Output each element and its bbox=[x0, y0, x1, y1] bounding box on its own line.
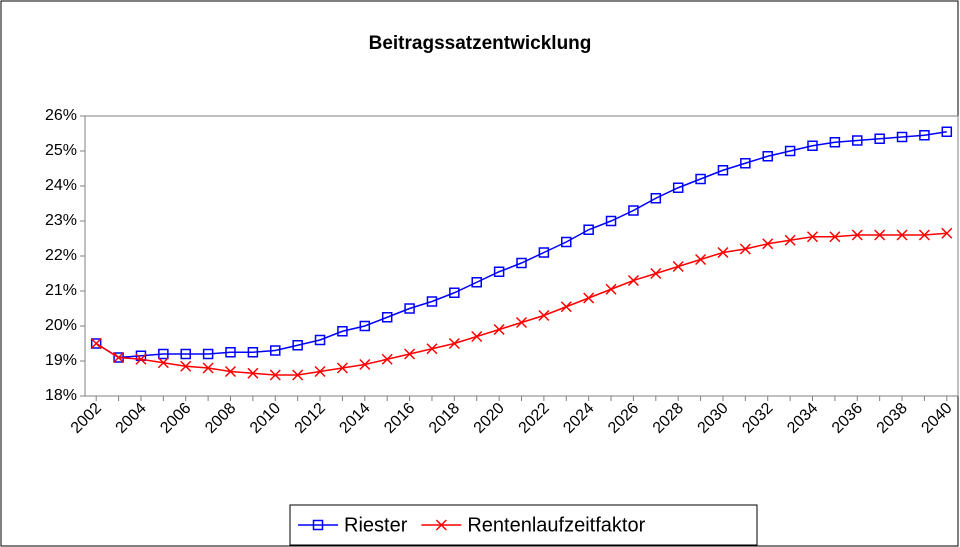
marker bbox=[605, 283, 617, 295]
marker bbox=[448, 337, 460, 350]
y-tick-label: 24% bbox=[45, 177, 77, 194]
marker bbox=[449, 287, 460, 298]
marker bbox=[90, 338, 102, 349]
marker bbox=[627, 274, 639, 287]
marker bbox=[247, 347, 259, 358]
marker bbox=[269, 369, 281, 381]
marker bbox=[404, 348, 416, 360]
y-tick-label: 21% bbox=[45, 282, 77, 299]
marker bbox=[896, 131, 908, 143]
marker bbox=[426, 343, 438, 355]
marker bbox=[157, 357, 169, 369]
marker bbox=[717, 165, 729, 176]
marker bbox=[829, 137, 841, 148]
legend-label: Rentenlaufzeitfaktor bbox=[467, 514, 645, 536]
marker bbox=[135, 353, 147, 365]
marker bbox=[224, 365, 237, 378]
marker bbox=[672, 260, 684, 273]
marker bbox=[874, 229, 886, 241]
marker bbox=[583, 292, 595, 304]
legend-label: Riester bbox=[344, 514, 408, 536]
marker bbox=[560, 301, 572, 313]
marker bbox=[225, 347, 236, 358]
marker bbox=[762, 238, 774, 250]
marker bbox=[695, 173, 706, 185]
marker bbox=[852, 135, 863, 146]
marker bbox=[762, 151, 773, 162]
marker bbox=[628, 205, 639, 216]
marker bbox=[158, 348, 169, 360]
marker bbox=[739, 243, 751, 255]
marker bbox=[292, 369, 304, 381]
marker bbox=[874, 133, 885, 144]
marker bbox=[314, 365, 326, 378]
marker bbox=[784, 234, 796, 246]
marker bbox=[202, 348, 214, 360]
marker bbox=[650, 267, 662, 280]
marker bbox=[561, 236, 572, 248]
marker bbox=[919, 130, 930, 141]
marker bbox=[312, 519, 324, 531]
marker bbox=[404, 303, 415, 314]
marker bbox=[359, 320, 371, 332]
marker bbox=[740, 158, 751, 169]
marker bbox=[336, 362, 348, 374]
chart-title: Beitragssatzentwicklung bbox=[369, 33, 592, 54]
marker bbox=[941, 227, 953, 239]
marker bbox=[113, 351, 125, 364]
y-tick-label: 25% bbox=[45, 142, 77, 159]
marker bbox=[851, 229, 863, 241]
marker bbox=[941, 126, 953, 137]
legend bbox=[289, 504, 758, 546]
marker bbox=[90, 337, 102, 350]
marker bbox=[650, 193, 662, 204]
marker bbox=[538, 309, 550, 322]
marker bbox=[426, 296, 438, 307]
y-tick-label: 23% bbox=[45, 212, 77, 229]
y-tick-label: 19% bbox=[45, 352, 77, 369]
marker bbox=[807, 140, 818, 151]
marker bbox=[381, 353, 393, 365]
marker bbox=[717, 246, 729, 259]
marker bbox=[337, 326, 348, 337]
marker bbox=[896, 229, 908, 241]
y-tick-label: 26% bbox=[45, 107, 77, 124]
marker bbox=[605, 215, 617, 227]
plot-area bbox=[84, 115, 959, 397]
marker bbox=[471, 330, 483, 343]
marker bbox=[292, 340, 303, 351]
marker bbox=[493, 323, 505, 336]
y-tick-label: 20% bbox=[45, 317, 77, 334]
marker bbox=[270, 345, 281, 356]
series-line bbox=[95, 131, 947, 359]
marker bbox=[695, 253, 707, 266]
marker bbox=[672, 182, 684, 193]
marker bbox=[829, 231, 841, 243]
marker bbox=[583, 224, 594, 235]
marker bbox=[516, 257, 527, 269]
marker bbox=[784, 145, 796, 157]
y-tick-label: 22% bbox=[45, 247, 77, 264]
marker bbox=[359, 358, 371, 371]
marker bbox=[202, 362, 214, 374]
marker bbox=[180, 348, 191, 360]
marker bbox=[314, 334, 326, 346]
marker bbox=[538, 247, 550, 258]
marker bbox=[435, 519, 447, 531]
marker bbox=[515, 316, 528, 329]
y-tick-label: 18% bbox=[45, 387, 77, 404]
marker bbox=[247, 367, 259, 379]
marker bbox=[381, 312, 393, 323]
marker bbox=[918, 229, 930, 241]
marker bbox=[180, 360, 192, 372]
marker bbox=[471, 277, 482, 288]
marker bbox=[806, 231, 819, 243]
marker bbox=[493, 266, 505, 277]
